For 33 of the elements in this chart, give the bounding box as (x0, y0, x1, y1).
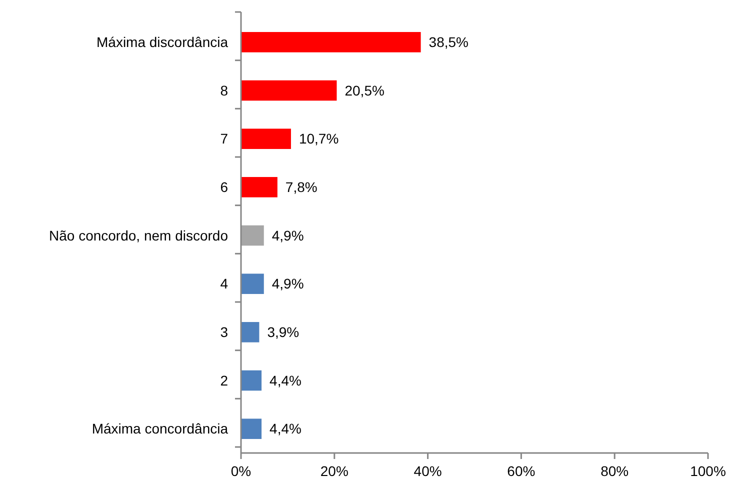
bar (241, 225, 264, 246)
data-label: 3,9% (267, 324, 300, 340)
bar (241, 80, 337, 101)
bar (241, 418, 262, 439)
y-tick-label: Máxima concordância (92, 420, 228, 437)
bar (241, 177, 278, 198)
y-tick-label: 7 (220, 130, 228, 147)
y-tick-label: 6 (220, 179, 228, 196)
y-tick-label: Máxima discordância (96, 34, 228, 50)
bar (241, 128, 291, 149)
bar (241, 32, 421, 52)
data-label: 4,9% (272, 227, 304, 244)
y-tick-label: Não concordo, nem discordo (49, 227, 228, 244)
data-label: 4,9% (272, 276, 304, 292)
x-tick-label: 80% (600, 463, 629, 479)
bar (241, 274, 264, 294)
data-label: 4,4% (270, 372, 302, 388)
bar (241, 322, 260, 342)
bar (241, 370, 262, 391)
x-tick-label: 100% (690, 463, 726, 479)
data-label: 4,4% (270, 420, 302, 437)
data-label: 20,5% (344, 82, 384, 98)
y-tick-label: 2 (220, 372, 228, 388)
data-label: 38,5% (428, 34, 468, 50)
y-tick-label: 3 (220, 324, 228, 340)
data-label: 10,7% (298, 130, 339, 147)
x-tick-label: 40% (414, 463, 442, 479)
y-tick-label: 4 (220, 276, 228, 292)
y-tick-label: 8 (220, 82, 228, 98)
data-label: 7,8% (285, 179, 318, 196)
x-tick-label: 60% (507, 463, 536, 479)
x-tick-label: 20% (320, 463, 348, 479)
x-tick-label: 0% (230, 463, 252, 479)
